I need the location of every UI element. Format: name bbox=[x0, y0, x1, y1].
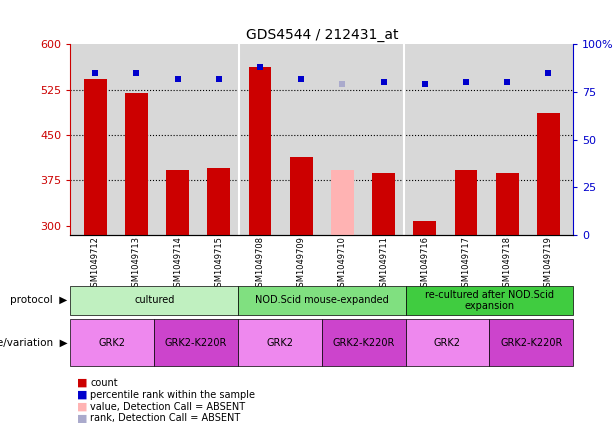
Text: ■: ■ bbox=[77, 378, 87, 388]
Bar bbox=[290, 157, 313, 235]
Bar bbox=[331, 170, 354, 235]
Text: GRK2-K220R: GRK2-K220R bbox=[500, 338, 563, 348]
Text: GRK2: GRK2 bbox=[99, 338, 126, 348]
Text: value, Detection Call = ABSENT: value, Detection Call = ABSENT bbox=[90, 401, 245, 412]
Text: NOD.Scid mouse-expanded: NOD.Scid mouse-expanded bbox=[255, 295, 389, 305]
Bar bbox=[207, 168, 230, 235]
Bar bbox=[372, 173, 395, 235]
Text: protocol  ▶: protocol ▶ bbox=[10, 295, 67, 305]
Bar bbox=[249, 67, 272, 235]
Bar bbox=[125, 93, 148, 235]
Bar bbox=[537, 113, 560, 235]
Text: percentile rank within the sample: percentile rank within the sample bbox=[90, 390, 255, 400]
Bar bbox=[166, 170, 189, 235]
Text: ■: ■ bbox=[77, 390, 87, 400]
Text: cultured: cultured bbox=[134, 295, 175, 305]
Text: genotype/variation  ▶: genotype/variation ▶ bbox=[0, 338, 67, 348]
Text: ■: ■ bbox=[77, 413, 87, 423]
Text: re-cultured after NOD.Scid
expansion: re-cultured after NOD.Scid expansion bbox=[425, 289, 554, 311]
Title: GDS4544 / 212431_at: GDS4544 / 212431_at bbox=[246, 28, 398, 42]
Bar bbox=[414, 221, 436, 235]
Text: GRK2-K220R: GRK2-K220R bbox=[165, 338, 227, 348]
Text: count: count bbox=[90, 378, 118, 388]
Text: GRK2: GRK2 bbox=[434, 338, 461, 348]
Text: ■: ■ bbox=[77, 401, 87, 412]
Bar bbox=[455, 170, 478, 235]
Text: GRK2-K220R: GRK2-K220R bbox=[332, 338, 395, 348]
Text: rank, Detection Call = ABSENT: rank, Detection Call = ABSENT bbox=[90, 413, 240, 423]
Text: GRK2: GRK2 bbox=[267, 338, 294, 348]
Bar bbox=[496, 173, 519, 235]
Bar bbox=[84, 79, 107, 235]
